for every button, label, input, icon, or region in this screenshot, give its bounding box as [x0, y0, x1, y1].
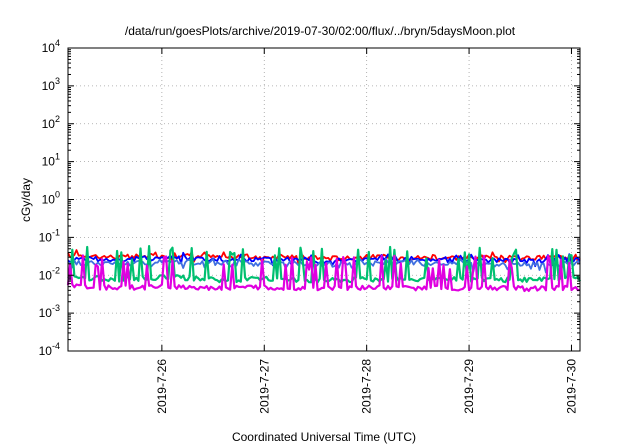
series-group [66, 245, 582, 293]
series-line [67, 249, 581, 265]
y-tick-label: 10-1 [39, 227, 60, 244]
x-tick-label: 2019-7-30 [564, 359, 578, 414]
x-tick-label: 2019-7-28 [360, 359, 374, 414]
y-tick-label: 10-4 [39, 341, 60, 358]
series-line [67, 251, 581, 268]
y-tick-label: 102 [42, 114, 60, 131]
y-tick-label: 100 [42, 190, 60, 207]
y-axis: 10-4 10-3 10-2 10-1 100 101 102 103 104 [39, 38, 580, 358]
y-tick-label: 10-3 [39, 303, 60, 320]
x-tick-label: 2019-7-27 [257, 359, 271, 414]
y-tick-label: 101 [42, 152, 60, 169]
y-tick-label: 103 [42, 76, 60, 93]
y-axis-label: cGy/day [19, 178, 33, 222]
x-axis-label: Coordinated Universal Time (UTC) [232, 430, 416, 444]
x-tick-label: 2019-7-29 [462, 359, 476, 414]
series-line [66, 254, 581, 293]
y-tick-label: 10-2 [39, 265, 60, 282]
x-axis: 2019-7-26 2019-7-27 2019-7-28 2019-7-29 2019… [155, 48, 578, 414]
chart-title: /data/run/goesPlots/archive/2019-07-30/0… [125, 24, 516, 38]
y-tick-label: 104 [42, 38, 60, 55]
x-tick-label: 2019-7-26 [155, 359, 169, 414]
